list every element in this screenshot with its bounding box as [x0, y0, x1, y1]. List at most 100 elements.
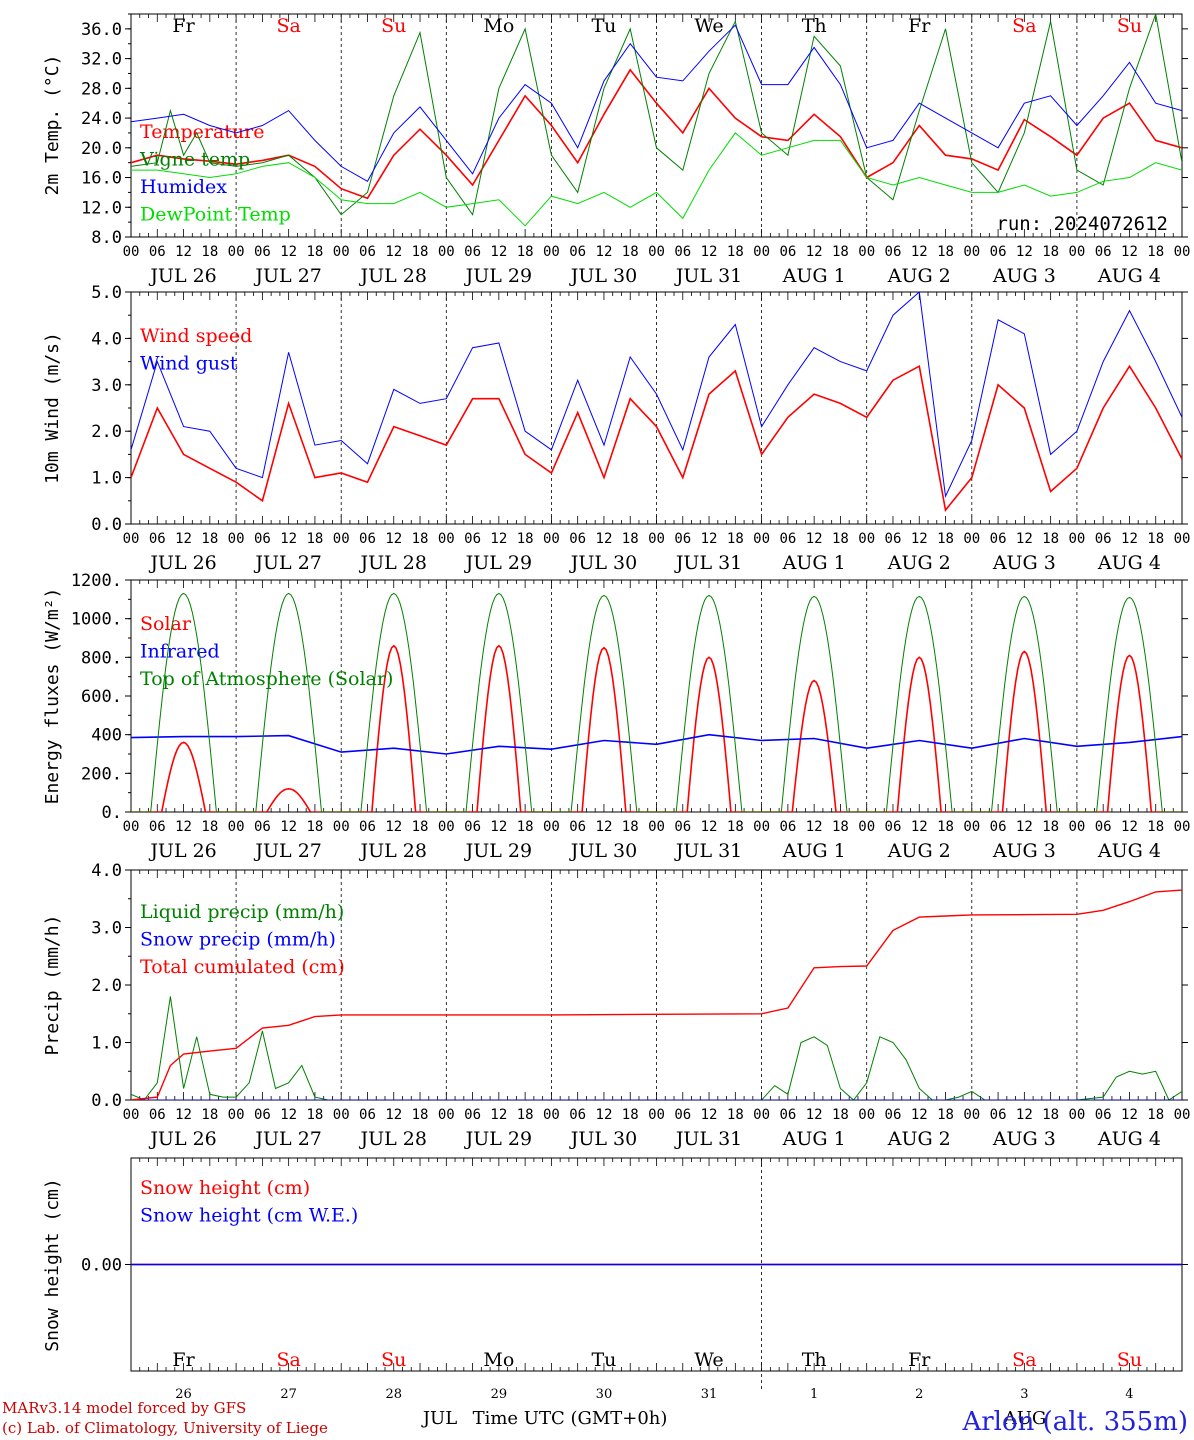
x-hour-label: 12	[280, 244, 297, 260]
x-hour-label: 06	[674, 819, 691, 835]
x-hour-label: 00	[648, 531, 665, 547]
x-hour-label: 06	[1095, 244, 1112, 260]
day-number-label: 31	[701, 1387, 718, 1402]
x-date-label: JUL 29	[464, 552, 532, 574]
x-hour-label: 12	[1121, 244, 1138, 260]
x-hour-label: 18	[832, 531, 849, 547]
weekday-label: Sa	[276, 1349, 300, 1371]
x-date-label: AUG 2	[887, 265, 951, 287]
weekday-label: Fr	[172, 1349, 195, 1371]
x-hour-label: 12	[806, 1107, 823, 1123]
y-tick-label: 400	[91, 726, 122, 746]
x-hour-label: 06	[149, 531, 166, 547]
x-date-label: AUG 1	[782, 840, 846, 862]
y-tick-label: 36.0	[81, 20, 122, 40]
x-hour-label: 12	[385, 819, 402, 835]
legend-entry: Temperature	[140, 121, 264, 143]
x-hour-label: 00	[858, 531, 875, 547]
x-hour-label: 00	[438, 819, 455, 835]
weekday-label: Su	[1117, 15, 1142, 37]
y-tick-label: 20.0	[81, 139, 122, 159]
x-hour-label: 18	[201, 531, 218, 547]
x-hour-label: 12	[385, 244, 402, 260]
x-hour-label: 06	[359, 1107, 376, 1123]
legend-entry: Liquid precip (mm/h)	[140, 901, 344, 923]
x-hour-label: 06	[990, 819, 1007, 835]
y-tick-label: 1.0	[91, 1034, 122, 1054]
x-date-label: JUL 27	[253, 1128, 321, 1150]
y-axis-label: Precip (mm/h)	[42, 915, 63, 1056]
x-date-label: AUG 3	[992, 840, 1056, 862]
weekday-label: We	[694, 1349, 723, 1371]
x-hour-label: 12	[1121, 1107, 1138, 1123]
x-hour-label: 18	[1042, 819, 1059, 835]
day-number-label: 3	[1020, 1387, 1028, 1402]
x-hour-label: 12	[175, 819, 192, 835]
x-hour-label: 12	[911, 1107, 928, 1123]
weekday-label: Mo	[483, 15, 514, 37]
day-number-label: 26	[175, 1387, 192, 1402]
x-hour-label: 00	[1068, 1107, 1085, 1123]
x-hour-label: 00	[543, 531, 560, 547]
weekday-label: Th	[802, 1349, 827, 1371]
x-hour-label: 18	[832, 1107, 849, 1123]
x-hour-label: 18	[1147, 244, 1164, 260]
x-hour-label: 00	[333, 531, 350, 547]
x-hour-label: 18	[1042, 244, 1059, 260]
y-axis-label: 2m Temp. (°C)	[42, 55, 63, 196]
x-hour-label: 06	[359, 531, 376, 547]
x-hour-label: 12	[701, 819, 718, 835]
x-hour-label: 18	[306, 531, 323, 547]
month-label: AUG	[1003, 1408, 1047, 1429]
y-tick-label: 2.0	[91, 422, 122, 442]
weekday-label: Mo	[483, 1349, 514, 1371]
x-hour-label: 12	[701, 531, 718, 547]
y-tick-label: 16.0	[81, 169, 122, 189]
x-hour-label: 00	[228, 531, 245, 547]
x-hour-label: 06	[1095, 819, 1112, 835]
x-hour-label: 06	[464, 244, 481, 260]
x-hour-label: 18	[727, 819, 744, 835]
y-tick-label: 32.0	[81, 50, 122, 70]
x-hour-label: 12	[490, 244, 507, 260]
series-line-top-of-atmosphere-solar-	[131, 592, 1182, 812]
x-hour-label: 12	[911, 819, 928, 835]
y-tick-label: 200.	[81, 764, 122, 784]
x-hour-label: 00	[123, 819, 140, 835]
x-date-label: AUG 4	[1097, 552, 1161, 574]
x-date-label: AUG 2	[887, 552, 951, 574]
x-hour-label: 12	[596, 244, 613, 260]
x-date-label: AUG 4	[1097, 840, 1161, 862]
x-hour-label: 00	[543, 1107, 560, 1123]
x-date-label: JUL 30	[569, 552, 637, 574]
x-hour-label: 00	[228, 244, 245, 260]
x-hour-label: 00	[228, 819, 245, 835]
x-hour-label: 18	[937, 819, 954, 835]
x-hour-label: 18	[727, 531, 744, 547]
x-hour-label: 12	[490, 531, 507, 547]
x-date-label: JUL 29	[464, 1128, 532, 1150]
panel-2: 0.0 1.0 2.0 3.0 4.0 5.0 10m Wind (m/s) 00 06 12 18…	[42, 283, 1190, 574]
x-hour-label: 18	[517, 244, 534, 260]
x-hour-label: 00	[963, 244, 980, 260]
day-number-label: 27	[280, 1387, 297, 1402]
x-hour-label: 18	[517, 819, 534, 835]
x-hour-label: 06	[254, 1107, 271, 1123]
y-tick-label: 8.0	[91, 228, 122, 248]
panel-4: 0.0 1.0 2.0 3.0 4.0 Precip (mm/h) 00 06 12 18 00 06…	[42, 861, 1190, 1150]
x-hour-label: 06	[359, 819, 376, 835]
x-date-label: AUG 1	[782, 1128, 846, 1150]
x-hour-label: 06	[674, 244, 691, 260]
x-hour-label: 12	[1121, 531, 1138, 547]
x-date-label: AUG 3	[992, 1128, 1056, 1150]
x-date-label: AUG 4	[1097, 265, 1161, 287]
panel-3: 0. 200. 400 600. 800. 1000. 1200. Energy fluxes…	[42, 571, 1190, 862]
x-hour-label: 00	[333, 819, 350, 835]
weekday-label: Fr	[908, 1349, 931, 1371]
legend-entry: Snow precip (mm/h)	[140, 929, 336, 951]
x-hour-label: 06	[464, 819, 481, 835]
x-hour-label: 12	[1016, 244, 1033, 260]
x-date-label: JUL 28	[359, 265, 427, 287]
x-hour-label: 06	[569, 244, 586, 260]
x-date-label: AUG 4	[1097, 1128, 1161, 1150]
